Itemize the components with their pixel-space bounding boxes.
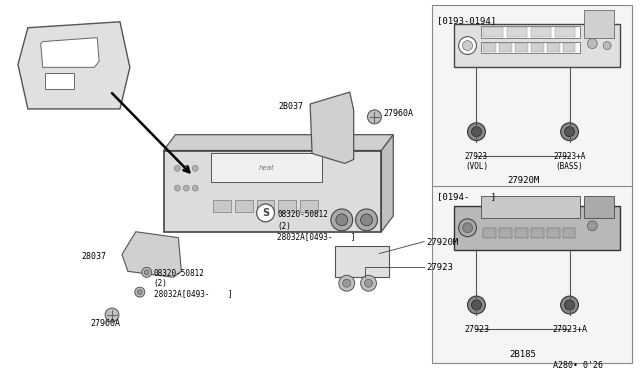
Text: 27920M: 27920M (507, 176, 539, 185)
Circle shape (141, 267, 152, 277)
Bar (454, 206, 620, 250)
Text: 08320-50812: 08320-50812 (277, 210, 328, 219)
Circle shape (343, 279, 351, 287)
Circle shape (365, 279, 372, 287)
Bar (547, 228, 559, 238)
Polygon shape (164, 135, 394, 151)
Text: 27923: 27923 (426, 263, 453, 272)
Circle shape (459, 36, 476, 54)
Bar (213, 200, 231, 212)
Circle shape (356, 209, 378, 231)
Text: 27923
(VOL): 27923 (VOL) (465, 151, 488, 171)
Text: 28032A[0493-    ]: 28032A[0493- ] (154, 289, 232, 298)
Bar (584, 10, 614, 38)
Circle shape (360, 214, 372, 226)
Bar (257, 200, 275, 212)
Circle shape (561, 123, 579, 141)
Bar (499, 228, 512, 238)
Bar (515, 228, 528, 238)
Text: 28037: 28037 (81, 251, 106, 260)
Text: 27960A: 27960A (90, 319, 120, 328)
Circle shape (367, 110, 381, 124)
Circle shape (472, 300, 481, 310)
Bar (335, 246, 389, 277)
Polygon shape (18, 22, 130, 109)
Text: 27920M: 27920M (426, 238, 458, 247)
Circle shape (135, 287, 145, 297)
Polygon shape (41, 38, 99, 67)
Bar (483, 228, 496, 238)
Circle shape (468, 296, 485, 314)
Bar (481, 42, 580, 54)
Text: A280• 0'26: A280• 0'26 (553, 362, 603, 371)
Circle shape (604, 42, 611, 49)
Bar (563, 42, 575, 52)
Circle shape (192, 185, 198, 191)
Circle shape (468, 123, 485, 141)
Text: [0193-0194]: [0193-0194] (437, 16, 496, 25)
Circle shape (183, 185, 189, 191)
Bar (555, 27, 575, 36)
Circle shape (588, 39, 597, 48)
Text: 27923+A: 27923+A (552, 325, 587, 334)
Bar (235, 200, 253, 212)
Circle shape (588, 221, 597, 231)
Bar (515, 42, 528, 52)
Circle shape (564, 127, 575, 137)
Circle shape (561, 296, 579, 314)
Bar (432, 5, 632, 363)
Text: 08320-50812: 08320-50812 (154, 269, 205, 278)
Circle shape (183, 166, 189, 171)
Circle shape (360, 275, 376, 291)
Circle shape (331, 209, 353, 231)
Bar (481, 26, 580, 38)
Bar (211, 153, 322, 182)
Bar (483, 42, 496, 52)
Circle shape (105, 308, 119, 322)
Text: S: S (262, 208, 269, 218)
Bar (531, 42, 544, 52)
Circle shape (564, 300, 575, 310)
Circle shape (336, 214, 348, 226)
Text: 28032A[0493-    ]: 28032A[0493- ] (277, 232, 356, 241)
Bar (454, 24, 620, 67)
Text: 27960A: 27960A (383, 109, 413, 118)
Text: 27923+A
(BASS): 27923+A (BASS) (554, 151, 586, 171)
Circle shape (144, 270, 149, 275)
Circle shape (463, 41, 472, 51)
Circle shape (192, 166, 198, 171)
Bar (483, 27, 503, 36)
Text: (2): (2) (277, 222, 291, 231)
Bar (499, 42, 512, 52)
Text: 27923: 27923 (464, 325, 489, 334)
Bar (563, 228, 575, 238)
Circle shape (339, 275, 355, 291)
Circle shape (472, 127, 481, 137)
Text: (2): (2) (154, 279, 168, 288)
Text: [0194-    ]: [0194- ] (437, 192, 496, 201)
Bar (531, 228, 544, 238)
Bar (278, 200, 296, 212)
Circle shape (459, 219, 476, 237)
Text: 2B037: 2B037 (278, 102, 303, 111)
Bar (584, 196, 614, 218)
Polygon shape (381, 135, 394, 232)
Circle shape (175, 166, 180, 171)
Circle shape (175, 185, 180, 191)
Bar (481, 196, 580, 218)
Circle shape (463, 223, 472, 233)
Bar (164, 151, 381, 232)
Text: 2B185: 2B185 (509, 350, 536, 359)
Polygon shape (310, 92, 354, 163)
Circle shape (257, 204, 275, 222)
Bar (547, 42, 559, 52)
Bar (507, 27, 527, 36)
Text: heat: heat (259, 165, 275, 171)
Bar (531, 27, 551, 36)
Circle shape (138, 290, 142, 295)
Bar (45, 73, 74, 89)
Bar (300, 200, 318, 212)
Polygon shape (122, 232, 181, 277)
